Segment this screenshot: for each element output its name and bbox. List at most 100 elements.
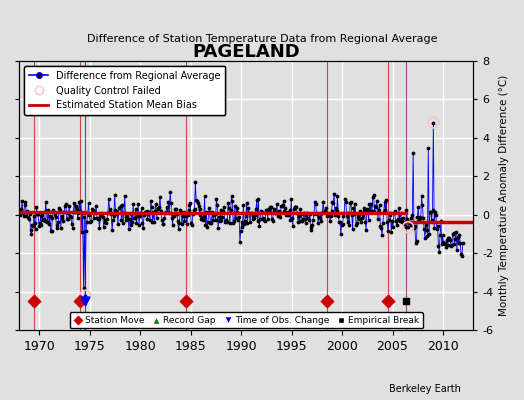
Point [224, 199, 232, 206]
Point [367, 201, 375, 207]
Point [275, 208, 283, 214]
Point [422, 222, 430, 229]
Point [214, 225, 222, 232]
Point [37, 213, 45, 220]
Point [119, 210, 128, 216]
Point [136, 210, 145, 216]
Point [373, 198, 381, 204]
Point [89, 207, 97, 214]
Point [222, 217, 230, 223]
Point [85, 212, 94, 219]
Point [243, 200, 251, 206]
Point [197, 216, 205, 222]
Point [318, 218, 326, 224]
Point [436, 218, 445, 224]
Point [221, 219, 229, 226]
Point [44, 207, 52, 214]
Point [40, 216, 48, 222]
Point [297, 211, 305, 218]
Point [420, 226, 428, 232]
Point [43, 219, 51, 226]
Point [411, 223, 419, 230]
Point [107, 211, 115, 218]
Point [159, 221, 168, 227]
Point [134, 201, 143, 208]
Point [91, 210, 100, 216]
Point [47, 228, 55, 234]
Point [326, 213, 335, 220]
Point [151, 201, 160, 207]
Point [343, 219, 352, 226]
Point [304, 215, 312, 222]
Point [402, 207, 411, 213]
Point [103, 216, 111, 222]
Point [390, 210, 398, 216]
Point [94, 216, 103, 222]
Point [147, 204, 156, 210]
Point [70, 200, 79, 206]
Point [61, 202, 69, 209]
Point [183, 221, 191, 227]
Point [169, 211, 178, 217]
Point [102, 220, 111, 226]
Point [424, 144, 432, 151]
Point [447, 242, 456, 248]
Point [110, 213, 118, 219]
Point [53, 222, 62, 228]
Point [438, 241, 446, 248]
Point [19, 209, 27, 216]
Point [151, 207, 159, 214]
Point [264, 216, 272, 222]
Point [328, 199, 336, 205]
Point [95, 225, 104, 231]
Point [132, 206, 140, 212]
Point [265, 207, 274, 214]
Point [395, 205, 403, 211]
Point [371, 202, 379, 209]
Point [111, 207, 119, 214]
Point [244, 205, 253, 211]
Point [97, 210, 105, 216]
Point [294, 213, 303, 220]
Point [30, 212, 38, 219]
Point [41, 198, 50, 205]
Point [105, 196, 113, 202]
Point [268, 216, 276, 222]
Point [431, 209, 439, 215]
Point [155, 203, 163, 210]
Point [242, 212, 250, 219]
Point [147, 198, 155, 204]
Point [99, 214, 107, 220]
Point [436, 231, 444, 238]
Point [328, 208, 336, 214]
Point [137, 205, 146, 211]
Point [361, 219, 369, 225]
Point [368, 208, 376, 214]
Point [271, 210, 279, 216]
Point [202, 209, 211, 215]
Point [226, 207, 235, 213]
Point [321, 208, 329, 214]
Point [162, 204, 171, 210]
Point [301, 220, 310, 226]
Point [410, 225, 418, 231]
Point [429, 119, 438, 126]
Point [400, 219, 409, 226]
Point [329, 200, 337, 206]
Point [182, 211, 190, 218]
Point [380, 198, 389, 205]
Point [206, 220, 215, 226]
Point [413, 214, 422, 220]
Point [115, 205, 123, 212]
Point [161, 210, 169, 216]
Point [272, 210, 280, 216]
Point [68, 221, 76, 228]
Point [332, 204, 340, 211]
Point [344, 210, 353, 216]
Point [384, 228, 392, 234]
Point [292, 204, 300, 211]
Point [248, 216, 257, 222]
Point [235, 214, 243, 220]
Point [450, 241, 458, 248]
Point [386, 210, 394, 216]
